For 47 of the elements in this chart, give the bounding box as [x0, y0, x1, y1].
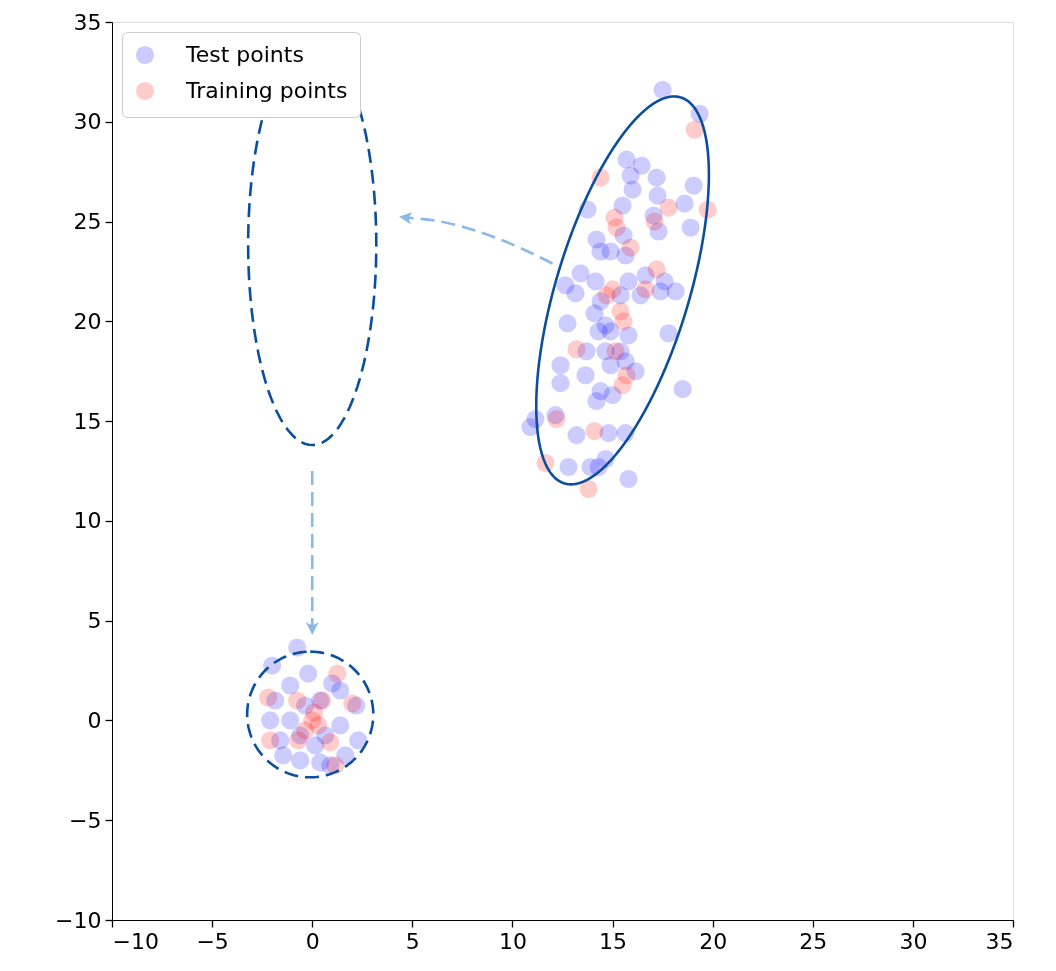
x-tick-label: 25 — [799, 928, 828, 954]
point — [547, 410, 566, 429]
point — [261, 731, 280, 750]
point — [659, 198, 678, 217]
y-tick-label: 25 — [73, 209, 102, 235]
point — [585, 422, 604, 441]
point — [607, 218, 626, 237]
x-tick-label: −5 — [196, 928, 229, 954]
x-tick-label: −10 — [112, 928, 159, 954]
point — [305, 622, 319, 635]
point — [296, 721, 315, 740]
point — [321, 733, 340, 752]
point — [567, 340, 586, 359]
y-tick-label: −10 — [55, 907, 102, 933]
x-tick-label: 0 — [305, 928, 320, 954]
point — [288, 691, 307, 710]
x-tick-label: 5 — [405, 928, 420, 954]
y-tick-label: 15 — [73, 408, 102, 434]
point — [597, 286, 616, 305]
point — [613, 376, 632, 395]
point — [399, 212, 413, 225]
x-tick-label: 10 — [498, 928, 527, 954]
x-tick-label: 30 — [899, 928, 928, 954]
legend-label: Test points — [185, 42, 304, 67]
y-tick-label: 20 — [73, 308, 102, 334]
y-tick-label: 10 — [73, 508, 102, 534]
y-tick-label: −5 — [69, 807, 102, 833]
point — [606, 342, 625, 361]
point — [328, 664, 347, 683]
point — [621, 238, 640, 257]
point — [614, 312, 633, 331]
x-tick-label: 35 — [985, 928, 1014, 954]
point — [685, 120, 704, 139]
y-tick-label: 35 — [73, 9, 102, 35]
point — [579, 479, 598, 499]
point — [636, 280, 655, 299]
y-tick-label: 5 — [87, 608, 102, 634]
x-tick-label: 15 — [599, 928, 628, 954]
x-tick-label: 20 — [699, 928, 728, 954]
point — [259, 688, 278, 707]
point — [343, 694, 362, 713]
legend-label: Training points — [185, 78, 348, 103]
point — [647, 260, 666, 279]
y-tick-label: 0 — [87, 707, 102, 733]
point — [645, 212, 664, 231]
y-tick-label: 30 — [73, 109, 102, 135]
point — [326, 756, 345, 775]
